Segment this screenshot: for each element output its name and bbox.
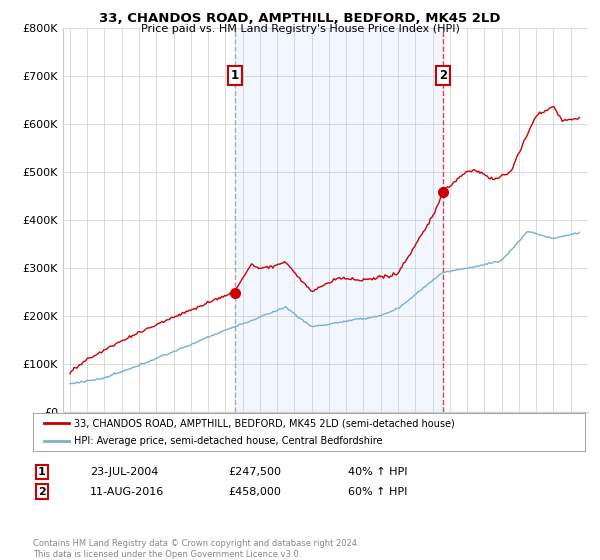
Text: 33, CHANDOS ROAD, AMPTHILL, BEDFORD, MK45 2LD: 33, CHANDOS ROAD, AMPTHILL, BEDFORD, MK4… xyxy=(99,12,501,25)
Text: 2: 2 xyxy=(38,487,46,497)
Text: 40% ↑ HPI: 40% ↑ HPI xyxy=(348,467,407,477)
Bar xyxy=(235,28,443,412)
Text: 33, CHANDOS ROAD, AMPTHILL, BEDFORD, MK45 2LD (semi-detached house): 33, CHANDOS ROAD, AMPTHILL, BEDFORD, MK4… xyxy=(74,418,455,428)
Text: 2: 2 xyxy=(439,69,447,82)
Text: 23-JUL-2004: 23-JUL-2004 xyxy=(90,467,158,477)
Text: £458,000: £458,000 xyxy=(228,487,281,497)
Text: £247,500: £247,500 xyxy=(228,467,281,477)
Text: 1: 1 xyxy=(38,467,46,477)
Text: 60% ↑ HPI: 60% ↑ HPI xyxy=(348,487,407,497)
Text: HPI: Average price, semi-detached house, Central Bedfordshire: HPI: Average price, semi-detached house,… xyxy=(74,436,383,446)
Text: 1: 1 xyxy=(231,69,239,82)
Text: 11-AUG-2016: 11-AUG-2016 xyxy=(90,487,164,497)
Text: Contains HM Land Registry data © Crown copyright and database right 2024.
This d: Contains HM Land Registry data © Crown c… xyxy=(33,539,359,559)
Text: Price paid vs. HM Land Registry's House Price Index (HPI): Price paid vs. HM Land Registry's House … xyxy=(140,24,460,34)
